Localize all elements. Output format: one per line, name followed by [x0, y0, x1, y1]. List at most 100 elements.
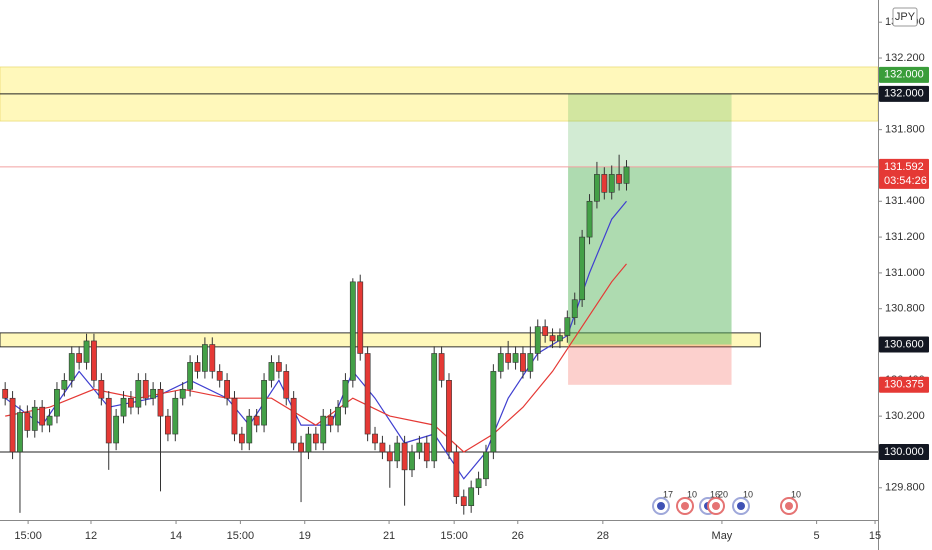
x-tick-label: 12	[85, 530, 97, 542]
candle-body	[238, 433, 245, 444]
candle-body	[460, 496, 467, 506]
y-tick-label: 132.200	[885, 52, 925, 64]
x-tick-label: 15	[869, 530, 881, 542]
candle-body	[253, 415, 260, 426]
candle-body	[31, 406, 38, 431]
candle-body	[423, 442, 430, 462]
candle-body	[490, 371, 497, 453]
candle-body	[335, 406, 341, 426]
candle-body	[475, 478, 482, 489]
candle-body	[379, 442, 386, 453]
x-tick-label: 5	[814, 530, 820, 542]
candle-body	[275, 362, 282, 372]
candle-body	[46, 415, 53, 426]
candle-body	[438, 353, 445, 381]
candle-body	[601, 174, 608, 193]
candle-body	[113, 415, 120, 444]
candle-body	[534, 326, 541, 354]
candle-body	[401, 442, 408, 471]
candle-body	[608, 174, 615, 193]
event-icon-core	[681, 502, 689, 510]
candle-body	[150, 388, 157, 399]
candle-body	[39, 406, 46, 426]
event-count: 16	[710, 489, 720, 499]
event-icon-core	[737, 502, 745, 510]
x-tick-label: 28	[597, 530, 609, 542]
event-icon-core	[712, 502, 720, 510]
price-label: 132.000	[884, 88, 924, 100]
candle-body	[446, 380, 452, 453]
candle-body	[298, 442, 304, 453]
candle-body	[579, 236, 586, 301]
candle-body	[564, 317, 571, 336]
y-tick-label: 131.400	[885, 195, 925, 207]
price-label-box	[879, 66, 929, 83]
candle-body	[594, 174, 600, 202]
candle-body	[549, 335, 556, 342]
y-tick-label: 131.800	[885, 124, 925, 136]
candle-body	[483, 451, 489, 480]
countdown: 03:54:26	[884, 175, 927, 187]
candle-body	[165, 415, 171, 435]
x-tick-label: 15:00	[14, 530, 42, 542]
x-tick-label: 21	[383, 530, 395, 542]
candle-body	[364, 353, 371, 435]
y-tick-label: 129.800	[885, 482, 925, 494]
candle-body	[17, 412, 23, 453]
candle-body	[83, 340, 90, 363]
currency-badge[interactable]	[892, 7, 918, 27]
candle-body	[520, 353, 526, 372]
candle-body	[527, 353, 534, 372]
price-label-box	[879, 336, 929, 353]
candle-body	[231, 397, 238, 435]
x-tick-label: 14	[170, 530, 182, 542]
candle-body	[623, 166, 630, 184]
candle-body	[497, 353, 504, 372]
event-count: 20	[718, 489, 728, 499]
y-tick-label: 131.000	[885, 267, 925, 279]
candle-body	[246, 415, 253, 444]
candle-body	[209, 344, 216, 372]
candle-body	[98, 380, 105, 399]
price-label: 130.375	[884, 379, 924, 391]
candle-body	[135, 380, 142, 408]
candle-body	[283, 371, 290, 399]
candle-body	[128, 397, 134, 408]
event-count: 17	[663, 489, 673, 499]
x-tick-label: 26	[512, 530, 524, 542]
candle-body	[409, 451, 415, 471]
candle-body	[542, 326, 549, 336]
candle-body	[305, 433, 312, 453]
price-label-box	[879, 443, 929, 460]
candle-body	[557, 335, 563, 342]
candle-body	[216, 371, 223, 381]
candle-body	[61, 380, 68, 390]
candle-body	[24, 412, 31, 431]
candle-body	[312, 433, 319, 444]
stop-area	[568, 344, 732, 385]
candle-body	[157, 388, 164, 417]
candle-body	[76, 353, 83, 363]
x-tick-label: 15:00	[440, 530, 468, 542]
price-label-box	[879, 376, 929, 393]
price-label: 130.000	[884, 446, 924, 458]
candle-body	[357, 281, 364, 354]
candle-body	[268, 362, 275, 381]
candle-body	[512, 353, 519, 363]
candle-body	[586, 200, 593, 238]
candle-body	[505, 353, 512, 363]
candle-body	[431, 353, 438, 462]
zone	[0, 332, 761, 348]
target-area	[568, 93, 732, 167]
x-tick-label: 15:00	[227, 530, 255, 542]
candle-body	[386, 451, 393, 462]
price-label-box	[879, 85, 929, 102]
event-count: 10	[687, 489, 697, 499]
candle-body	[416, 442, 423, 453]
candle-body	[453, 451, 460, 498]
event-count: 10	[743, 489, 753, 499]
candle-body	[91, 340, 97, 381]
candle-body	[172, 397, 179, 435]
